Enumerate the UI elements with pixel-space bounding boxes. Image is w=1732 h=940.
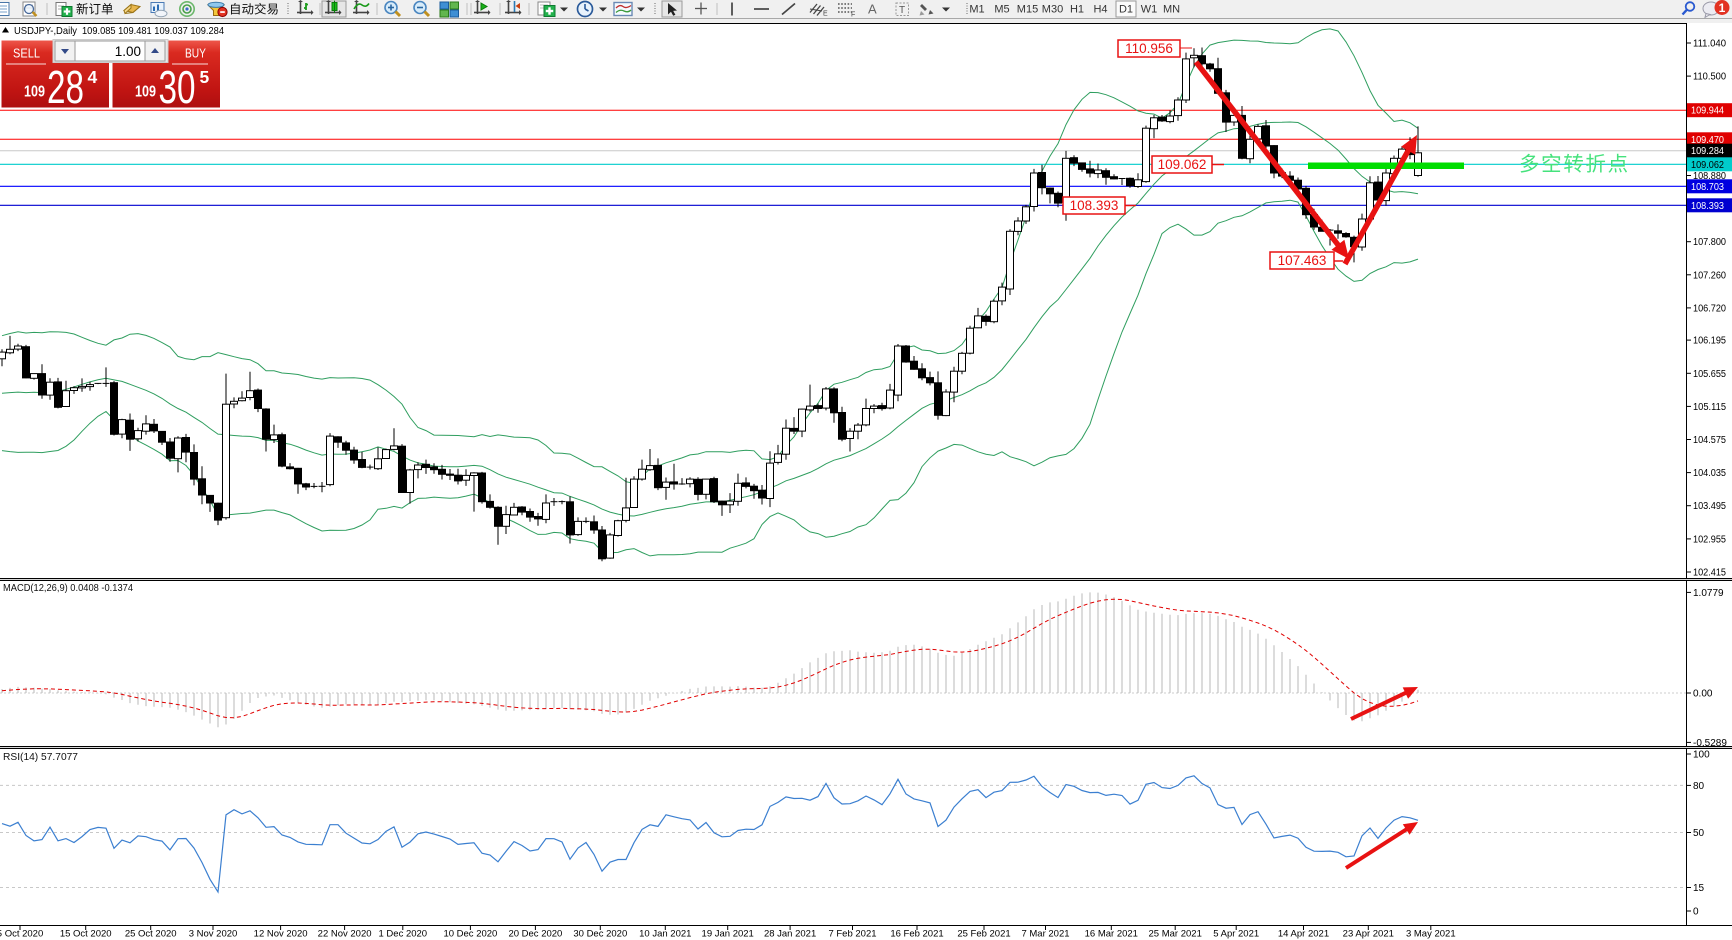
svg-text:28 Jan 2021: 28 Jan 2021 [764,929,816,940]
svg-text:7 Mar 2021: 7 Mar 2021 [1021,929,1069,940]
svg-text:BUY: BUY [185,46,206,61]
svg-text:23 Apr 2021: 23 Apr 2021 [1343,929,1394,940]
svg-text:100: 100 [1693,750,1710,761]
svg-text:H4: H4 [1093,4,1107,16]
svg-text:16 Feb 2021: 16 Feb 2021 [890,929,943,940]
svg-text:107.260: 107.260 [1693,270,1726,281]
svg-text:109.470: 109.470 [1691,135,1724,146]
svg-text:1: 1 [1719,1,1726,15]
svg-text:22 Nov 2020: 22 Nov 2020 [318,929,372,940]
svg-text:D1: D1 [1119,4,1133,16]
svg-text:105.115: 105.115 [1693,402,1726,413]
svg-text:28: 28 [47,61,84,113]
svg-text:-0.5289: -0.5289 [1693,738,1727,749]
svg-text:102.415: 102.415 [1693,568,1726,579]
svg-text:111.040: 111.040 [1693,39,1726,50]
svg-text:MN: MN [1163,4,1180,16]
svg-text:25 Oct 2020: 25 Oct 2020 [125,929,177,940]
svg-text:15 Oct 2020: 15 Oct 2020 [60,929,112,940]
svg-text:7 Feb 2021: 7 Feb 2021 [828,929,876,940]
svg-text:F: F [851,12,855,19]
svg-text:USDJPY-,Daily: USDJPY-,Daily [14,25,78,37]
svg-text:108.703: 108.703 [1691,182,1724,193]
svg-text:14 Apr 2021: 14 Apr 2021 [1278,929,1329,940]
svg-text:1.0779: 1.0779 [1693,588,1724,599]
svg-text:110.956: 110.956 [1125,41,1173,56]
svg-text:15: 15 [1693,883,1705,894]
svg-text:109: 109 [135,84,156,101]
svg-text:25 Mar 2021: 25 Mar 2021 [1149,929,1202,940]
svg-text:104.575: 104.575 [1693,435,1726,446]
svg-text:105.655: 105.655 [1693,369,1726,380]
svg-text:M30: M30 [1042,4,1063,16]
svg-text:MACD(12,26,9) 0.0408 -0.1374: MACD(12,26,9) 0.0408 -0.1374 [3,583,133,594]
svg-text:50: 50 [1693,828,1705,839]
svg-text:T: T [899,5,905,16]
svg-text:E: E [823,11,828,18]
svg-text:109.062: 109.062 [1691,160,1724,171]
svg-text:10 Jan 2021: 10 Jan 2021 [639,929,691,940]
svg-text:107.463: 107.463 [1278,253,1327,268]
svg-text:12 Nov 2020: 12 Nov 2020 [254,929,308,940]
svg-text:5 Apr 2021: 5 Apr 2021 [1213,929,1259,940]
svg-text:108.393: 108.393 [1070,198,1119,213]
svg-text:109.085 109.481 109.037 109.28: 109.085 109.481 109.037 109.284 [82,25,224,37]
svg-text:107.800: 107.800 [1693,237,1726,248]
svg-text:1 Dec 2020: 1 Dec 2020 [379,929,428,940]
svg-text:1.00: 1.00 [115,44,141,59]
svg-text:W1: W1 [1141,4,1158,16]
svg-text:80: 80 [1693,781,1705,792]
svg-text:M5: M5 [994,4,1009,16]
svg-text:SELL: SELL [13,46,40,61]
svg-text:4: 4 [88,67,98,87]
svg-text:16 Mar 2021: 16 Mar 2021 [1085,929,1138,940]
svg-text:M1: M1 [969,4,984,16]
svg-text:3 May 2021: 3 May 2021 [1406,929,1456,940]
svg-text:110.500: 110.500 [1693,72,1726,83]
svg-text:25 Feb 2021: 25 Feb 2021 [957,929,1010,940]
svg-text:30 Dec 2020: 30 Dec 2020 [573,929,627,940]
svg-text:3 Nov 2020: 3 Nov 2020 [189,929,238,940]
svg-text:20 Dec 2020: 20 Dec 2020 [508,929,562,940]
svg-text:102.955: 102.955 [1693,534,1726,545]
svg-text:5 Oct 2020: 5 Oct 2020 [0,929,43,940]
svg-text:0.00: 0.00 [1693,689,1713,700]
svg-text:0: 0 [1693,907,1699,918]
svg-text:M15: M15 [1017,4,1038,16]
svg-text:A: A [868,2,877,17]
svg-text:106.195: 106.195 [1693,336,1726,347]
svg-text:109.944: 109.944 [1691,106,1724,117]
svg-text:109.062: 109.062 [1158,157,1207,172]
svg-text:109.284: 109.284 [1691,146,1724,157]
svg-text:10 Dec 2020: 10 Dec 2020 [443,929,497,940]
svg-text:108.880: 108.880 [1693,171,1726,182]
svg-text:RSI(14) 57.7077: RSI(14) 57.7077 [3,752,78,763]
svg-text:109: 109 [24,84,45,101]
svg-text:30: 30 [159,61,196,113]
svg-text:5: 5 [200,67,210,87]
svg-text:19 Jan 2021: 19 Jan 2021 [702,929,754,940]
svg-text:104.035: 104.035 [1693,468,1726,479]
svg-text:108.393: 108.393 [1691,201,1724,212]
svg-text:103.495: 103.495 [1693,501,1726,512]
svg-text:106.720: 106.720 [1693,303,1726,314]
svg-text:H1: H1 [1070,4,1084,16]
